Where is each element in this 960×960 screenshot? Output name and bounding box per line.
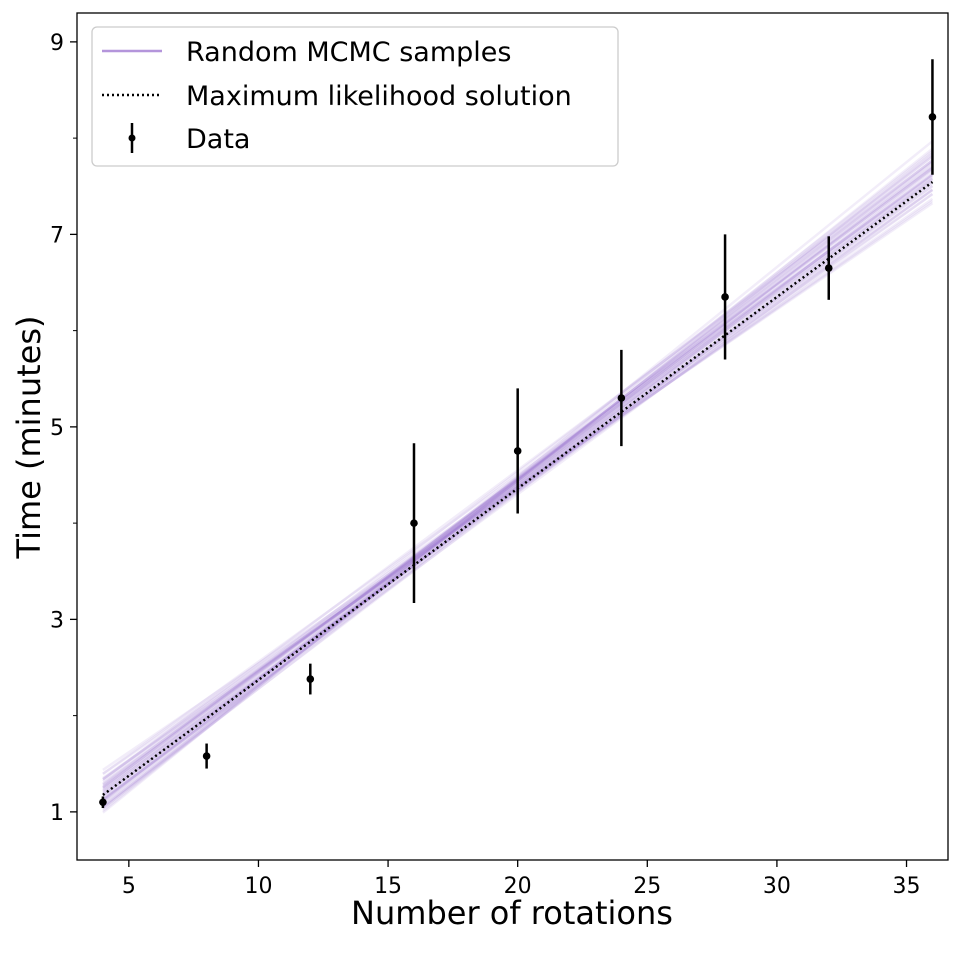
- legend-mle-label: Maximum likelihood solution: [186, 81, 572, 112]
- y-tick-label: 5: [50, 416, 64, 441]
- x-tick-label: 5: [122, 874, 136, 899]
- legend: Random MCMC samples Maximum likelihood s…: [91, 26, 619, 167]
- x-tick-label: 15: [374, 874, 402, 899]
- y-tick-label: 3: [50, 608, 64, 633]
- data-point: [202, 752, 211, 760]
- data-point: [617, 394, 626, 402]
- data-point: [410, 519, 418, 527]
- y-tick-label: 9: [50, 31, 64, 56]
- x-axis-label: Number of rotations: [351, 894, 673, 932]
- x-tick-label: 10: [244, 874, 272, 899]
- data-point: [928, 113, 937, 121]
- data-point: [513, 447, 522, 455]
- data-point: [99, 798, 107, 807]
- y-axis-ticks: 1 3 5 7 9: [50, 31, 77, 826]
- x-tick-label: 20: [504, 874, 532, 899]
- x-axis-ticks: 5 10 15 20 25 30 35: [122, 860, 921, 899]
- plot-frame: [76, 12, 949, 861]
- legend-box: [91, 26, 619, 167]
- data-points-group: [99, 59, 937, 809]
- data-point: [306, 675, 315, 683]
- x-tick-label: 30: [763, 874, 791, 899]
- legend-data-label: Data: [186, 124, 250, 155]
- data-point: [721, 293, 729, 301]
- legend-data-marker: [128, 134, 136, 142]
- y-tick-label: 7: [50, 223, 64, 248]
- data-point: [824, 264, 833, 272]
- x-tick-label: 35: [893, 874, 921, 899]
- legend-mcmc-label: Random MCMC samples: [186, 37, 511, 68]
- y-axis-label: Time (minutes): [10, 316, 48, 560]
- y-tick-label: 1: [50, 801, 64, 826]
- x-tick-label: 25: [633, 874, 661, 899]
